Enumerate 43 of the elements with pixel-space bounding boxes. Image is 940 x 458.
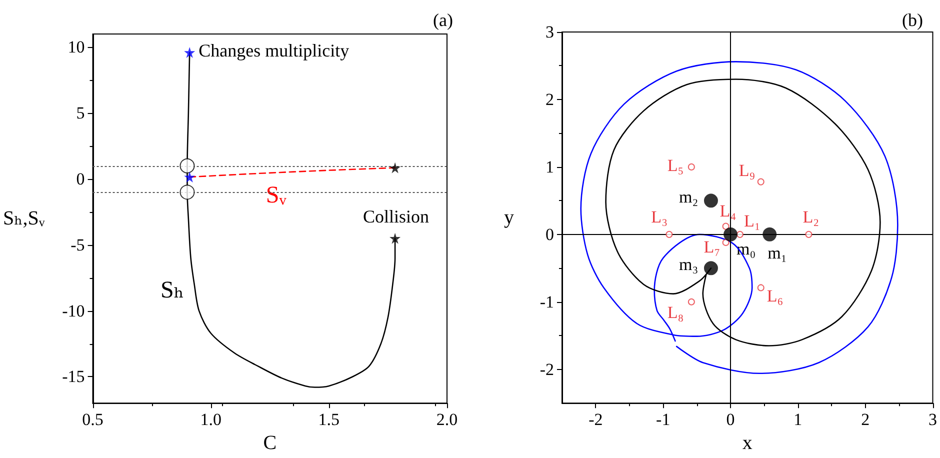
y-tick-label: 0 <box>546 224 554 244</box>
annotation: L₈ <box>667 302 684 322</box>
x-axis-title: x <box>742 432 752 454</box>
y-tick-label: -15 <box>62 367 85 386</box>
x-axis-title: C <box>263 432 277 454</box>
y-tick-label: 0 <box>76 170 85 189</box>
annotation: Collision <box>363 206 430 226</box>
x-tick-label: 2.0 <box>436 410 458 430</box>
annotation: L₃ <box>651 207 668 226</box>
y-tick-label: 5 <box>76 104 85 123</box>
annotation: L₂ <box>802 207 820 226</box>
y-tick-label: 2 <box>546 90 554 109</box>
y-tick-label: -5 <box>70 235 85 254</box>
annotation: Changes multiplicity <box>198 40 350 60</box>
annotation: L₅ <box>667 156 684 175</box>
annotation: L₇ <box>704 238 720 257</box>
chart-title: (b) <box>902 10 924 30</box>
x-tick-label: 1 <box>794 410 802 430</box>
annotation: L₆ <box>766 286 784 306</box>
x-tick-label: 0 <box>726 410 735 430</box>
y-tick-label: 10 <box>68 38 85 57</box>
y-axis-title: y <box>504 206 514 229</box>
y-tick-label: 1 <box>546 157 554 176</box>
x-tick-label: 1.0 <box>200 410 222 430</box>
x-tick-label: -1 <box>656 410 670 430</box>
x-tick-label: 3 <box>928 410 937 430</box>
series-label: Sₕ <box>160 277 184 304</box>
y-tick-label: -2 <box>540 360 554 379</box>
y-axis-title: Sₕ,Sᵥ <box>2 208 45 230</box>
annotation: L₉ <box>738 160 756 180</box>
annotation: m₁ <box>768 243 787 262</box>
series-label: Sᵥ <box>266 182 288 208</box>
annotation: m₃ <box>678 255 698 274</box>
y-tick-label: -1 <box>540 292 554 312</box>
annotation: L₁ <box>744 211 760 230</box>
chart-title: (a) <box>433 10 454 30</box>
x-tick-label: 0.5 <box>82 410 104 430</box>
y-tick-label: 3 <box>546 22 554 42</box>
x-tick-label: 2 <box>861 410 870 430</box>
annotation: m₂ <box>678 188 698 207</box>
x-tick-label: -2 <box>588 410 603 430</box>
y-tick-label: -10 <box>62 301 85 320</box>
x-tick-label: 1.5 <box>318 410 340 430</box>
